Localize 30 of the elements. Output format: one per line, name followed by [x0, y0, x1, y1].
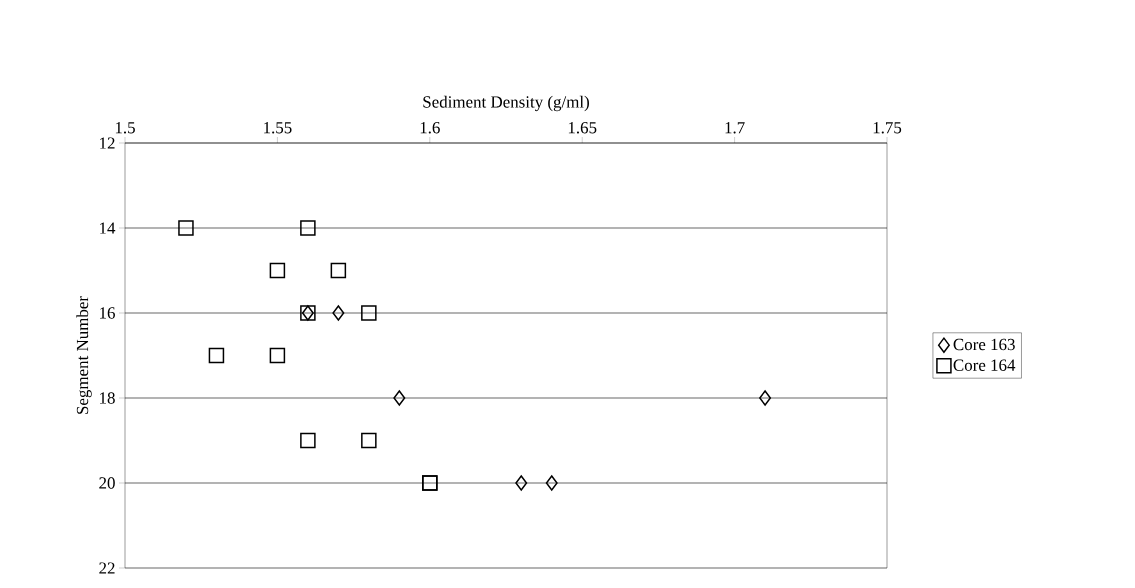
y-tick-label: 12 — [100, 137, 115, 149]
point — [269, 262, 286, 279]
point — [332, 305, 345, 321]
x-tick-label: 1.65 — [568, 122, 597, 134]
y-tick-label: 14 — [100, 222, 116, 234]
point — [300, 432, 316, 449]
x-axis-title: Sediment Density (g/ml) — [423, 95, 589, 112]
y-axis-title: Segment Number — [76, 296, 92, 414]
legend-label: Core 164 — [953, 359, 1016, 371]
y-tick-label: 16 — [100, 307, 115, 319]
point — [330, 262, 347, 279]
y-tick-label: 20 — [99, 477, 115, 489]
point — [300, 220, 316, 236]
x-tick-label: 1.5 — [115, 122, 135, 134]
legend-label: Core 163 — [953, 338, 1015, 351]
point — [361, 305, 377, 321]
point — [393, 390, 406, 406]
y-tick-label: 22 — [99, 562, 115, 574]
x-tick-label: 1.75 — [873, 122, 902, 134]
point — [208, 347, 225, 364]
point — [178, 220, 194, 236]
point — [515, 475, 528, 491]
y-tick-label: 18 — [100, 392, 115, 404]
point — [759, 390, 772, 406]
x-tick-label: 1.7 — [725, 122, 745, 134]
point — [361, 432, 377, 449]
point — [545, 475, 558, 491]
point — [269, 347, 286, 364]
x-tick-label: 1.6 — [420, 122, 440, 134]
x-tick-label: 1.55 — [264, 122, 292, 134]
